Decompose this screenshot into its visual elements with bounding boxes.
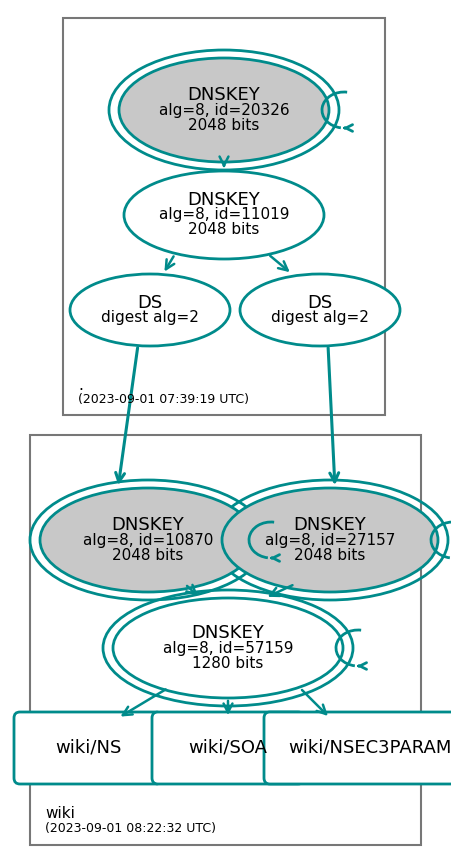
Text: DNSKEY: DNSKEY (188, 86, 260, 104)
Text: alg=8, id=10870: alg=8, id=10870 (83, 533, 213, 548)
Text: DNSKEY: DNSKEY (188, 191, 260, 209)
Text: wiki/NS: wiki/NS (55, 739, 121, 757)
FancyBboxPatch shape (14, 712, 162, 784)
Text: 2048 bits: 2048 bits (189, 222, 260, 238)
Ellipse shape (124, 171, 324, 259)
Text: digest alg=2: digest alg=2 (271, 310, 369, 325)
Text: 2048 bits: 2048 bits (112, 548, 184, 562)
Bar (63, 18, 385, 415)
Text: DNSKEY: DNSKEY (112, 516, 184, 534)
FancyBboxPatch shape (264, 712, 451, 784)
Text: DNSKEY: DNSKEY (294, 516, 366, 534)
Text: 2048 bits: 2048 bits (295, 548, 366, 562)
Ellipse shape (240, 274, 400, 346)
Text: alg=8, id=57159: alg=8, id=57159 (163, 640, 293, 656)
Text: .: . (78, 378, 83, 393)
Text: alg=8, id=20326: alg=8, id=20326 (159, 102, 289, 118)
Text: wiki/SOA: wiki/SOA (189, 739, 267, 757)
Text: alg=8, id=11019: alg=8, id=11019 (159, 208, 289, 222)
Text: DNSKEY: DNSKEY (192, 624, 264, 642)
Text: wiki/NSEC3PARAM: wiki/NSEC3PARAM (288, 739, 451, 757)
Text: DS: DS (308, 293, 333, 311)
Text: 2048 bits: 2048 bits (189, 118, 260, 132)
Text: DS: DS (138, 293, 163, 311)
FancyBboxPatch shape (152, 712, 304, 784)
Ellipse shape (40, 488, 256, 592)
Text: (2023-09-01 07:39:19 UTC): (2023-09-01 07:39:19 UTC) (78, 393, 249, 406)
Ellipse shape (113, 598, 343, 698)
Text: wiki: wiki (45, 806, 75, 821)
Ellipse shape (70, 274, 230, 346)
Text: alg=8, id=27157: alg=8, id=27157 (265, 533, 395, 548)
Text: (2023-09-01 08:22:32 UTC): (2023-09-01 08:22:32 UTC) (45, 822, 216, 835)
Text: 1280 bits: 1280 bits (192, 656, 264, 670)
Bar (30, 435, 421, 845)
Ellipse shape (119, 58, 329, 162)
Text: digest alg=2: digest alg=2 (101, 310, 199, 325)
Ellipse shape (222, 488, 438, 592)
